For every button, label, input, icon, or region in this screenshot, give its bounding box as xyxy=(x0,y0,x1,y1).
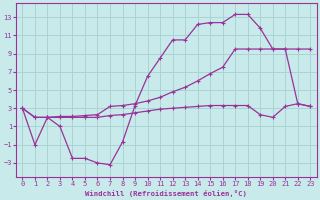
X-axis label: Windchill (Refroidissement éolien,°C): Windchill (Refroidissement éolien,°C) xyxy=(85,190,247,197)
